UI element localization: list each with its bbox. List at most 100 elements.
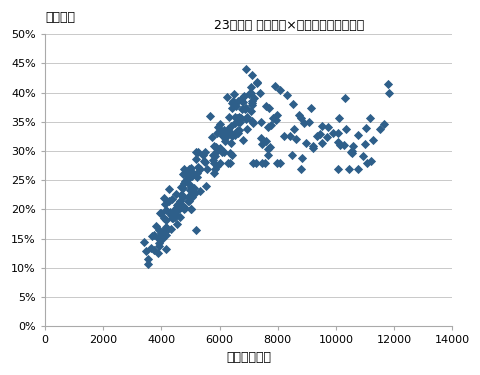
Point xyxy=(179,171,187,177)
Point xyxy=(155,243,163,249)
Point xyxy=(239,99,246,105)
Point xyxy=(162,228,169,234)
Point xyxy=(189,170,196,176)
Point xyxy=(229,98,237,104)
Point xyxy=(237,116,244,122)
Point xyxy=(266,122,274,128)
Point xyxy=(218,133,226,139)
Point xyxy=(297,166,304,172)
Point xyxy=(353,166,360,172)
Point xyxy=(199,152,207,157)
Point xyxy=(334,115,342,121)
Point xyxy=(384,90,392,96)
Point xyxy=(181,178,189,184)
Point xyxy=(211,153,218,159)
Point xyxy=(234,118,242,124)
Point xyxy=(248,118,255,124)
Point xyxy=(169,215,177,221)
Point xyxy=(221,135,228,141)
Point xyxy=(192,170,200,176)
Point xyxy=(241,116,249,122)
Point xyxy=(144,256,152,262)
Point xyxy=(368,137,376,143)
Point xyxy=(348,148,355,154)
Point xyxy=(309,142,317,148)
Point xyxy=(234,116,242,122)
Point xyxy=(183,198,191,204)
Point xyxy=(323,124,331,130)
Point xyxy=(156,210,164,216)
Point xyxy=(318,140,325,146)
Point xyxy=(247,108,254,114)
Point xyxy=(228,105,235,111)
Point xyxy=(239,94,246,100)
Point xyxy=(151,223,159,229)
Point xyxy=(264,152,271,158)
Point xyxy=(228,152,235,157)
Point xyxy=(249,160,256,166)
Point xyxy=(247,84,254,90)
Point xyxy=(225,114,232,120)
Point xyxy=(308,145,316,151)
Point xyxy=(192,148,199,154)
Point xyxy=(181,205,189,211)
Point xyxy=(228,100,236,106)
Point xyxy=(210,143,217,149)
Point xyxy=(379,121,387,127)
Point xyxy=(376,126,384,132)
Point xyxy=(177,184,184,190)
Point xyxy=(257,118,264,124)
Point xyxy=(178,192,186,198)
Text: 大卒比率: 大卒比率 xyxy=(45,11,75,24)
Point xyxy=(366,115,373,121)
Point xyxy=(188,194,195,200)
Point xyxy=(192,156,199,162)
Point xyxy=(226,160,233,166)
Point xyxy=(223,94,230,100)
Point xyxy=(295,112,303,118)
Point xyxy=(252,79,260,85)
Point xyxy=(230,120,238,126)
Point xyxy=(247,72,255,78)
Point xyxy=(361,125,369,131)
Point xyxy=(300,120,307,126)
Point xyxy=(256,135,264,141)
Point xyxy=(219,134,227,140)
Point xyxy=(242,114,250,120)
Point xyxy=(318,123,325,129)
Point xyxy=(202,183,209,189)
Point xyxy=(187,207,195,213)
Point xyxy=(221,133,229,139)
Point xyxy=(236,115,243,121)
Point xyxy=(257,160,265,166)
Point xyxy=(250,95,258,101)
Point xyxy=(142,248,150,254)
Point xyxy=(171,214,179,220)
Point xyxy=(177,192,185,198)
Point xyxy=(288,152,296,158)
Point xyxy=(182,171,190,177)
Point xyxy=(228,133,235,139)
Point xyxy=(347,149,354,155)
Point xyxy=(208,134,216,140)
Point xyxy=(184,198,192,204)
Point xyxy=(358,153,366,159)
Point xyxy=(168,196,175,202)
Point xyxy=(248,98,255,104)
Point xyxy=(173,204,181,210)
Point xyxy=(233,128,240,134)
Point xyxy=(176,214,184,220)
Point xyxy=(234,98,241,104)
Point xyxy=(272,117,279,123)
Point xyxy=(255,90,263,96)
Point xyxy=(208,157,216,163)
Point xyxy=(173,220,180,226)
Point xyxy=(230,92,238,98)
Point xyxy=(203,166,211,172)
Point xyxy=(192,227,200,233)
Point xyxy=(233,115,241,121)
Point xyxy=(235,119,243,125)
Point xyxy=(223,126,231,132)
Point xyxy=(230,132,238,138)
Point xyxy=(266,144,274,150)
